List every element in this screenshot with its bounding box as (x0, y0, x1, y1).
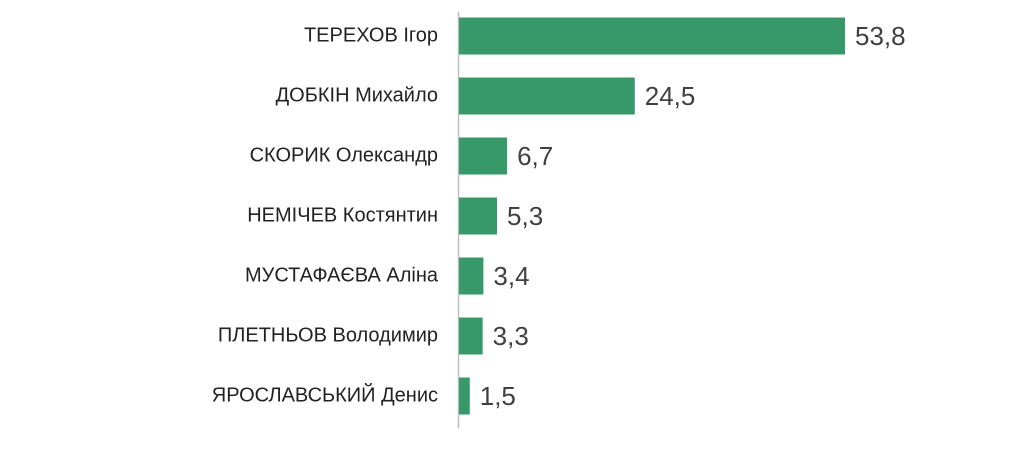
value-label: 5,3 (507, 201, 543, 231)
value-label: 6,7 (517, 141, 553, 171)
bar (459, 17, 845, 55)
value-label: 1,5 (480, 381, 516, 411)
category-label: ЯРОСЛАВСЬКИЙ Денис (212, 382, 438, 406)
category-label: НЕМІЧЕВ Костянтин (247, 204, 438, 226)
value-label: 53,8 (855, 21, 906, 51)
value-label: 24,5 (645, 81, 696, 111)
bar (459, 197, 498, 235)
category-label: ДОБКІН Михайло (276, 84, 438, 106)
value-label: 3,4 (493, 261, 529, 291)
category-label: ПЛЕТНЬОВ Володимир (218, 324, 438, 346)
bar (459, 317, 483, 355)
bar (459, 137, 508, 175)
category-label: СКОРИК Олександр (250, 144, 438, 166)
value-label: 3,3 (493, 321, 529, 351)
bar (459, 77, 635, 115)
category-label: МУСТАФАЄВА Аліна (245, 264, 439, 286)
bar (459, 377, 470, 415)
bar (459, 257, 484, 295)
category-label: ТЕРЕХОВ Ігор (304, 24, 438, 46)
